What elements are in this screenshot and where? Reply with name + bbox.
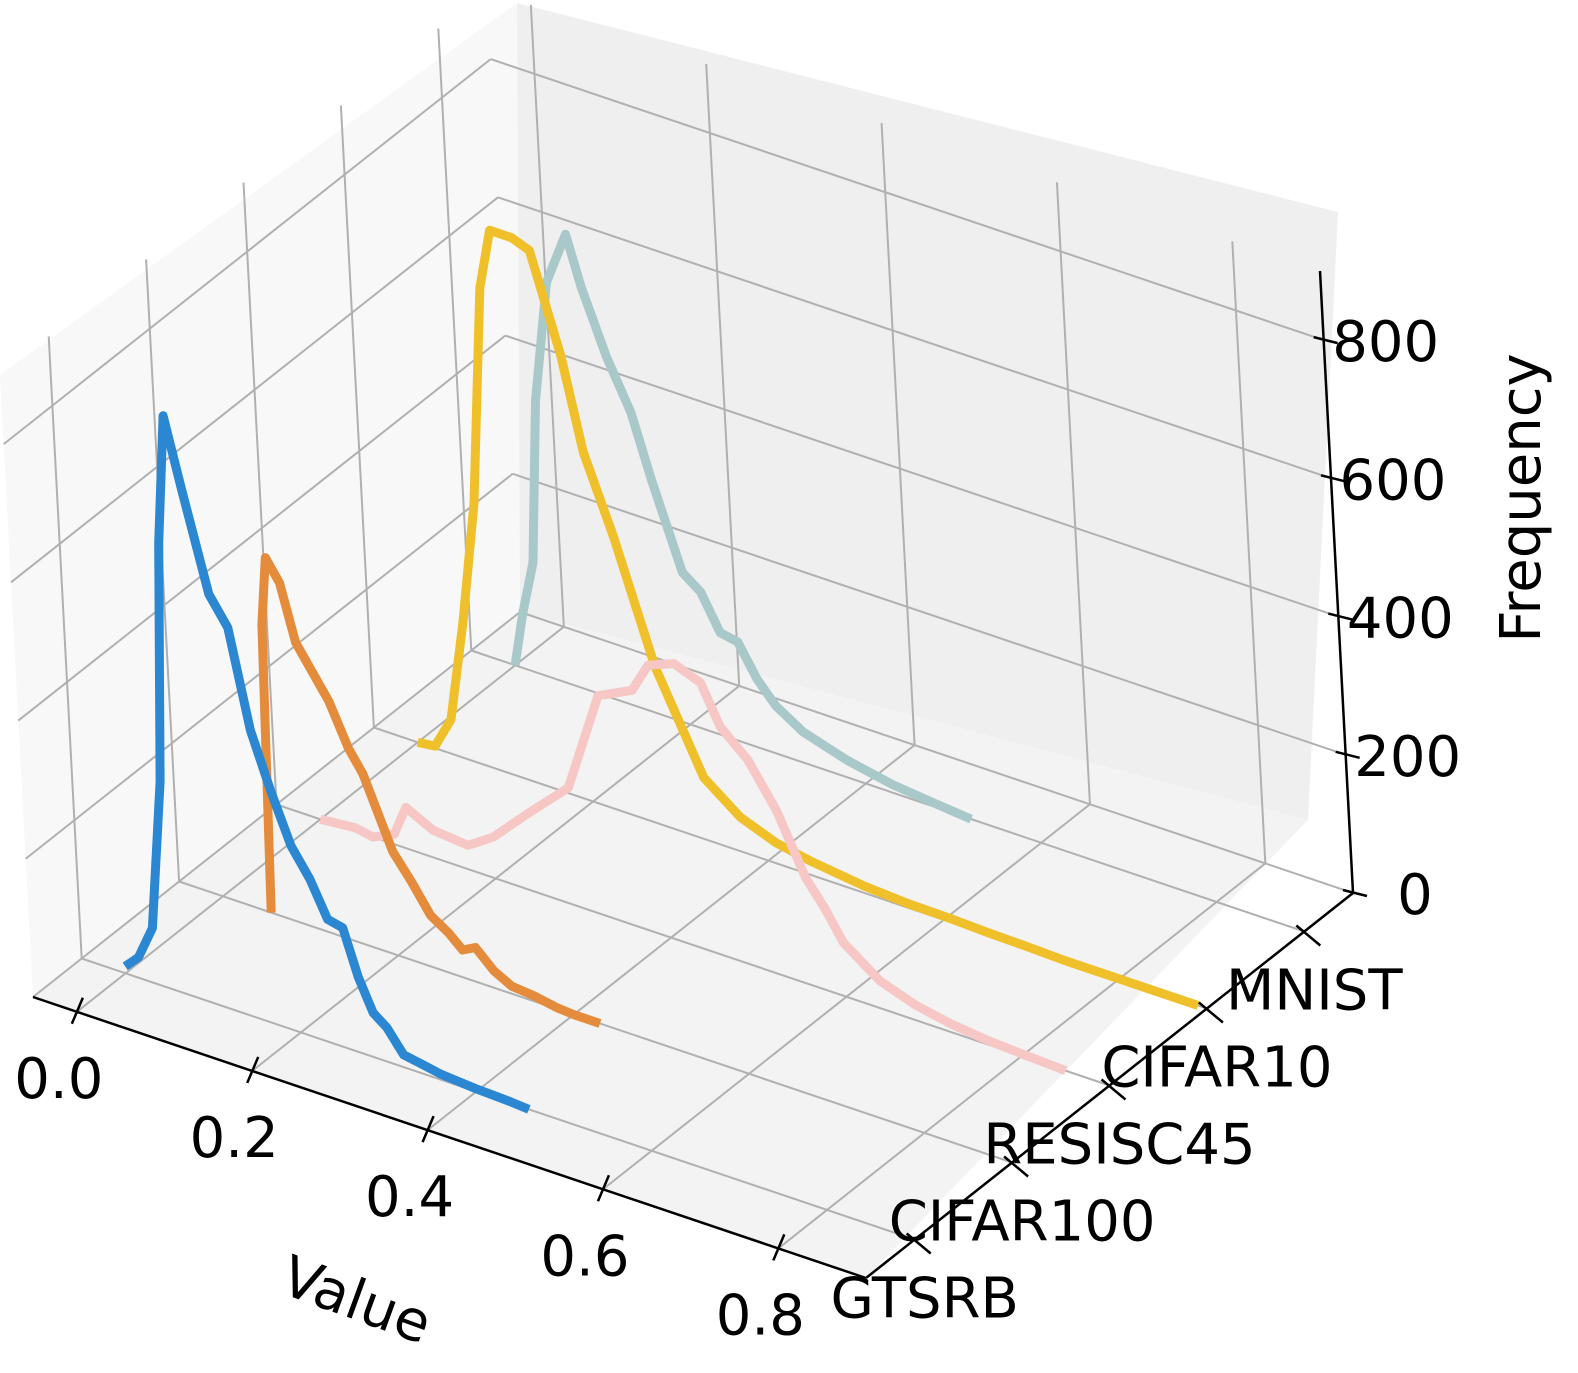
gridline-x-back (705, 63, 741, 687)
x-tick-mark (70, 997, 84, 1025)
pane-floor (33, 612, 1308, 1278)
y-tick-label-gtsrb: GTSRB (830, 1267, 1018, 1332)
z-tick-label: 600 (1340, 448, 1447, 513)
z-axis-label: Frequency (1489, 353, 1554, 642)
y-tick-mark (1003, 1155, 1029, 1178)
z-tick-mark (1328, 612, 1353, 621)
series-layer (122, 225, 1200, 1114)
x-tick-label: 0.2 (190, 1106, 279, 1171)
x-tick-mark (421, 1115, 435, 1143)
gridline-z-left (25, 472, 514, 860)
series-line-resisc45 (319, 659, 1068, 1075)
gridline-x-back (1231, 241, 1267, 864)
z-tick-mark (1320, 474, 1346, 483)
series-line-gtsrb (122, 411, 531, 1114)
series-line-mnist (510, 229, 973, 824)
gridline-y-left (242, 182, 278, 805)
x-tick-label: 0.8 (716, 1283, 805, 1348)
z-tick-label: 800 (1332, 310, 1439, 375)
y-tick-label-cifar10: CIFAR10 (1101, 1036, 1332, 1101)
z-tick-mark (1313, 335, 1338, 345)
z-tick-mark (1342, 888, 1368, 898)
z-axis-line (1318, 270, 1355, 894)
y-tick-mark (905, 1232, 932, 1255)
gridline-z-left (3, 58, 492, 445)
z-tick-label: 400 (1347, 587, 1454, 652)
gridline-z-back (497, 196, 1332, 480)
gridline-y-floor (276, 803, 1110, 1087)
x-axis-line (32, 995, 867, 1280)
z-tick-label: 0 (1397, 863, 1433, 928)
gridline-z-left (17, 334, 506, 722)
x-tick-mark (246, 1056, 260, 1084)
x-tick-mark (596, 1174, 611, 1202)
pane-back (517, 3, 1338, 820)
gridline-z-back (519, 611, 1354, 894)
y-tick-mark (1198, 1001, 1224, 1024)
gridline-z-back (505, 334, 1339, 618)
z-tick-mark (1335, 750, 1360, 759)
x-tick-label: 0.0 (14, 1047, 103, 1112)
gridline-z-left (10, 196, 499, 584)
gridline-z-back (490, 58, 1324, 342)
y-tick-mark (1295, 924, 1322, 947)
x-tick-label: 0.4 (365, 1165, 454, 1230)
gridline-z-back (512, 472, 1346, 756)
z-tick-label: 200 (1354, 725, 1461, 790)
x-tick-mark (772, 1233, 786, 1261)
series-line-cifar100 (257, 553, 602, 1028)
y-tick-label-mnist: MNIST (1226, 959, 1403, 1024)
gridline-x-back (1055, 182, 1091, 805)
y-tick-mark (1100, 1078, 1127, 1101)
series-line-cifar10 (416, 225, 1200, 1010)
tick-labels: 0.00.20.40.60.8 GTSRBCIFAR100RESISC45CIFA… (14, 310, 1461, 1348)
y-tick-label-cifar100: CIFAR100 (889, 1190, 1156, 1255)
gridline-x-back (880, 123, 916, 746)
y-tick-label-resisc45: RESISC45 (983, 1113, 1255, 1178)
x-axis-label: Value (273, 1244, 440, 1358)
tick-marks (70, 335, 1368, 1261)
gridline-y-left (47, 336, 83, 959)
gridline-y-left (339, 105, 375, 728)
x-tick-label: 0.6 (540, 1224, 629, 1289)
